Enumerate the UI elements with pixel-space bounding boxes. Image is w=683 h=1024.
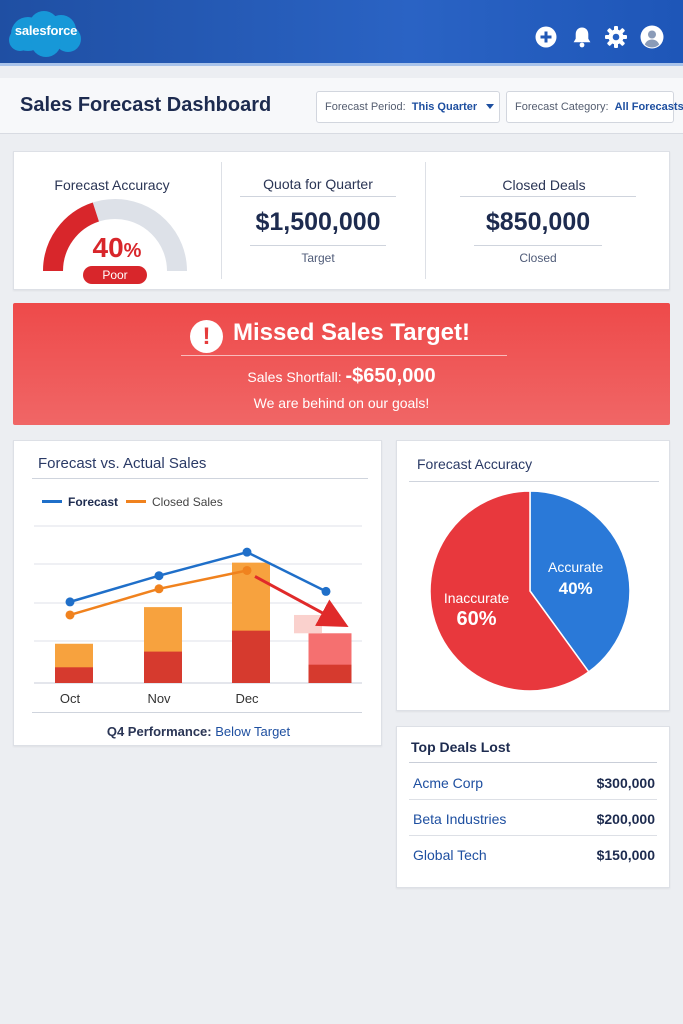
missed-target-alert: ! Missed Sales Target! Sales Shortfall: … (13, 303, 670, 425)
accuracy-pie-card: Forecast Accuracy Accurate 40% Inaccurate 6… (396, 440, 670, 711)
deal-name: Beta Industries (413, 811, 507, 827)
shortfall-value: -$650,000 (345, 365, 436, 387)
performance-value: Below Target (215, 724, 291, 739)
legend-swatch (126, 500, 146, 503)
table-row[interactable]: Global Tech $150,000 (409, 836, 657, 872)
divider (409, 481, 659, 482)
quota-value: $1,500,000 (255, 208, 381, 236)
top-deals-title: Top Deals Lost (411, 739, 511, 755)
forecast-point (242, 547, 252, 557)
deal-name: Acme Corp (413, 775, 484, 791)
divider (32, 478, 368, 479)
legend-swatch (42, 500, 62, 503)
pie-slice (429, 490, 590, 692)
page-title: Sales Forecast Dashboard (20, 94, 272, 116)
accuracy-value: 40% (76, 232, 158, 264)
pie-label: Inaccurate (444, 590, 510, 606)
forecast-period-filter[interactable]: Forecast Period: This Quarter (316, 91, 500, 123)
legend-forecast: Forecast (42, 495, 118, 509)
accuracy-number: 40 (92, 232, 124, 263)
shortfall-label: Sales Shortfall: (247, 369, 342, 385)
closed-sales-point (242, 565, 252, 575)
accuracy-gauge (43, 199, 187, 272)
divider (221, 162, 222, 279)
warning-icon: ! (190, 320, 223, 353)
forecast-point (65, 597, 75, 607)
salesforce-logo[interactable]: salesforce (6, 8, 86, 58)
add-icon[interactable] (534, 25, 558, 49)
deal-amount: $300,000 (596, 775, 655, 791)
chevron-down-icon (486, 104, 495, 109)
pie-value: 60% (457, 608, 497, 630)
filter-value: All Forecasts (614, 101, 683, 113)
forecast-chart: Oct Nov Dec (34, 525, 362, 706)
legend-label: Forecast (68, 495, 119, 509)
accuracy-pie-chart: Accurate 40% Inaccurate 60% (429, 490, 631, 692)
quota-sub: Target (301, 251, 335, 265)
deal-amount: $200,000 (596, 811, 655, 827)
user-avatar-icon[interactable] (640, 25, 664, 49)
divider (250, 245, 386, 246)
chart-title: Forecast vs. Actual Sales (38, 455, 207, 472)
closed-sales-point (65, 610, 75, 620)
deal-name: Global Tech (413, 847, 487, 863)
accuracy-unit: % (123, 240, 142, 262)
q4-performance: Q4 Performance: Below Target (14, 724, 383, 739)
bar-lower (232, 630, 270, 683)
forecast-point (154, 571, 164, 581)
pie-label: Accurate (548, 559, 603, 575)
filter-label: Forecast Category: (515, 101, 609, 113)
page-header: Sales Forecast Dashboard Forecast Period… (0, 78, 683, 134)
brand-name: salesforce (14, 23, 78, 38)
bar-lower (308, 664, 352, 683)
table-row[interactable]: Beta Industries $200,000 (409, 800, 657, 836)
divider (409, 762, 657, 763)
divider (474, 245, 602, 246)
x-tick-label: Dec (235, 691, 259, 706)
bar-ghost (294, 614, 322, 634)
closed-deals-value: $850,000 (485, 208, 591, 236)
alert-shortfall: Sales Shortfall: -$650,000 (13, 365, 670, 388)
closed-deals-sub: Closed (519, 251, 557, 265)
bell-icon[interactable] (570, 25, 594, 49)
pie-slice (529, 490, 631, 673)
divider (240, 196, 396, 197)
divider (32, 712, 362, 713)
closed-sales-point (154, 584, 164, 594)
bar-lower (55, 667, 93, 683)
pie-title: Forecast Accuracy (417, 456, 533, 472)
global-header: salesforce (0, 0, 683, 66)
alert-title: Missed Sales Target! (233, 319, 470, 346)
divider (181, 355, 507, 356)
performance-label: Q4 Performance: (106, 724, 212, 739)
forecast-line (69, 550, 327, 604)
forecast-category-filter[interactable]: Forecast Category: All Forecasts (506, 91, 683, 123)
forecast-point (321, 586, 331, 596)
gear-icon[interactable] (604, 25, 628, 49)
filter-value: This Quarter (411, 101, 478, 113)
legend-label: Closed Sales (152, 495, 223, 509)
top-deals-card: Top Deals Lost Acme Corp $300,000 Beta I… (396, 726, 670, 888)
forecast-chart-card: Forecast vs. Actual Sales Forecast Close… (13, 440, 382, 746)
divider (425, 162, 426, 279)
divider (460, 196, 636, 197)
filter-label: Forecast Period: (325, 101, 406, 113)
alert-message: We are behind on our goals! (253, 395, 430, 411)
x-tick-label: Nov (147, 691, 171, 706)
forecast-accuracy-title: Forecast Accuracy (54, 177, 170, 193)
pie-value: 40% (559, 579, 593, 598)
deal-amount: $150,000 (596, 847, 655, 863)
status-badge: Poor (83, 266, 147, 284)
decline-arrow (254, 575, 349, 627)
x-tick-label: Oct (60, 691, 81, 706)
quota-title: Quota for Quarter (263, 176, 373, 192)
kpi-card: Forecast Accuracy 40% Poor Quota for Qua… (13, 151, 670, 290)
table-row[interactable]: Acme Corp $300,000 (409, 764, 657, 800)
bar-lower (144, 651, 182, 683)
legend-closed: Closed Sales (126, 495, 223, 509)
closed-deals-title: Closed Deals (502, 177, 586, 193)
